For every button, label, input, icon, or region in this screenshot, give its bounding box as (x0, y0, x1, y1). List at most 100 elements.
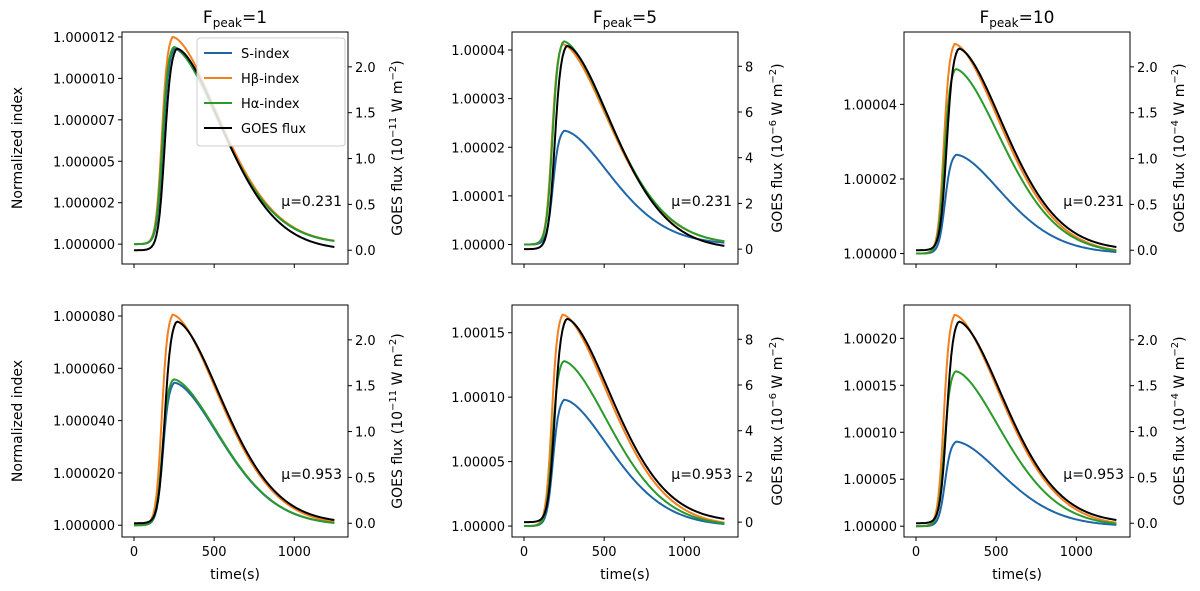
series-line-h-index (134, 313, 335, 527)
y-tick-label: 1.000005 (53, 155, 115, 170)
y2-tick-label: 0 (745, 243, 753, 258)
x-tick-label: 500 (202, 545, 227, 560)
x-tick-label: 500 (984, 545, 1009, 560)
title-subscript: peak (603, 16, 632, 30)
series-line-goes-flux (134, 320, 335, 525)
y2-tick-label: 1.0 (355, 426, 376, 441)
y2-label-superscript: −2 (1170, 69, 1181, 84)
y2-tick-label: 1.5 (1137, 380, 1158, 395)
y2-tick-label: 4 (745, 152, 753, 167)
y2-tick-label: 1.0 (1137, 426, 1158, 441)
axes-frame (903, 31, 1131, 265)
panel-title: Fpeak=5 (593, 8, 657, 30)
y2-label-part: W m (1172, 84, 1188, 120)
y2-tick-label: 2.0 (1137, 61, 1158, 76)
panel-row2-col1: 1.000000 1.000020 1.000040 1.000060 1.000080… (10, 304, 406, 583)
legend: S-index Hβ-index Hα-index GOES flux (196, 37, 346, 147)
y-axis-label: Normalized index (10, 87, 26, 209)
axes-frame (511, 304, 739, 538)
y2-tick-label: 2.0 (355, 334, 376, 349)
y2-label-part: ) (390, 60, 406, 65)
y2-label-part: ) (1172, 336, 1188, 341)
y-tick-label: 1.000080 (53, 310, 115, 325)
x-tick-label: 0 (520, 545, 528, 560)
y2-label-part: GOES flux (10 (390, 138, 406, 236)
y2-label-part: ) (1172, 63, 1188, 68)
y-tick-label: 1.000007 (53, 114, 115, 129)
series-line-s-index (916, 153, 1117, 255)
series-line-h-index (916, 42, 1117, 255)
axes-frame (903, 304, 1131, 538)
y-tick-label: 1.00000 (451, 520, 505, 535)
y2-tick-label: 1.0 (355, 153, 376, 168)
y-tick-label: 1.000000 (53, 519, 115, 534)
y2-label-part: ) (770, 63, 786, 68)
y2-label-superscript: −4 (1170, 120, 1181, 135)
y2-label-part: GOES flux (10 (770, 408, 786, 506)
y2-label-part: ) (770, 336, 786, 341)
y2-tick-label: 0.0 (1137, 517, 1158, 532)
y2-tick-label: 0 (745, 516, 753, 531)
y-tick-label: 1.000060 (53, 362, 115, 377)
panels-group: 1.0000001.0000021.0000051.0000071.000010… (10, 8, 1188, 583)
mu-annotation: μ=0.231 (671, 194, 732, 210)
y-tick-label: 1.00000 (843, 248, 897, 263)
axes-frame (511, 31, 739, 265)
mu-annotation: μ=0.953 (1063, 467, 1124, 483)
y2-axis-label: GOES flux (10−4 W m−2) (1170, 63, 1188, 232)
title-main: F (203, 8, 213, 28)
mu-annotation: μ=0.953 (281, 467, 342, 483)
panel-row1-col1: 1.000000 1.000002 1.000005 1.000007 1.000010… (10, 8, 406, 268)
y-tick-label: 1.00000 (843, 520, 897, 535)
title-value: =5 (632, 8, 657, 28)
y-tick-label: 1.000012 (53, 31, 115, 46)
y-tick-label: 1.00004 (451, 44, 505, 59)
y2-label-superscript: −11 (388, 390, 399, 411)
y2-axis-label: GOES flux (10−6 W m−2) (768, 63, 786, 232)
y-tick-label: 1.00002 (451, 141, 505, 156)
series-line-h-index (916, 313, 1117, 528)
y2-label-superscript: −2 (768, 69, 779, 84)
legend-box (196, 37, 346, 147)
title-main: F (593, 8, 603, 28)
y2-tick-label: 0.5 (1137, 471, 1158, 486)
y2-label-part: W m (1172, 357, 1188, 393)
y2-axis-label: GOES flux (10−4 W m−2) (1170, 336, 1188, 505)
y2-tick-label: 8 (745, 333, 753, 348)
y-tick-label: 1.000000 (53, 238, 115, 253)
y-tick-label: 1.000010 (53, 72, 115, 87)
y2-label-superscript: −6 (768, 120, 779, 135)
y2-tick-label: 1.5 (1137, 107, 1158, 122)
mu-annotation: μ=0.231 (1063, 194, 1124, 210)
series-line-s-index (524, 129, 725, 246)
y2-tick-label: 0.5 (355, 198, 376, 213)
y-tick-label: 1.00010 (451, 391, 505, 406)
x-axis-label: time(s) (992, 567, 1042, 583)
panel-title: Fpeak=10 (980, 8, 1055, 30)
mu-annotation: μ=0.953 (671, 467, 732, 483)
y2-label-part: GOES flux (10 (1172, 135, 1188, 233)
legend-label: S-index (241, 47, 290, 62)
y2-tick-label: 0.0 (355, 517, 376, 532)
y2-label-superscript: −2 (388, 339, 399, 354)
y2-label-part: GOES flux (10 (770, 135, 786, 233)
y2-label-part: ) (390, 333, 406, 338)
y2-label-superscript: −11 (388, 117, 399, 138)
legend-label: Hα-index (241, 97, 300, 112)
y-tick-label: 1.00005 (843, 473, 897, 488)
y2-label-superscript: −2 (388, 66, 399, 81)
series-line-s-index (916, 440, 1117, 528)
y2-tick-label: 2 (745, 197, 753, 212)
y2-tick-label: 1.0 (1137, 153, 1158, 168)
y2-label-superscript: −2 (1170, 342, 1181, 357)
y2-axis-label: GOES flux (10−11 W m−2) (388, 333, 406, 508)
x-tick-label: 1000 (278, 545, 311, 560)
series-line-goes-flux (524, 317, 725, 524)
axes-frame (121, 31, 349, 265)
y2-tick-label: 0.5 (1137, 198, 1158, 213)
y2-label-part: W m (390, 353, 406, 389)
y2-tick-label: 4 (745, 425, 753, 440)
y-tick-label: 1.00002 (843, 173, 897, 188)
y2-label-superscript: −4 (1170, 393, 1181, 408)
